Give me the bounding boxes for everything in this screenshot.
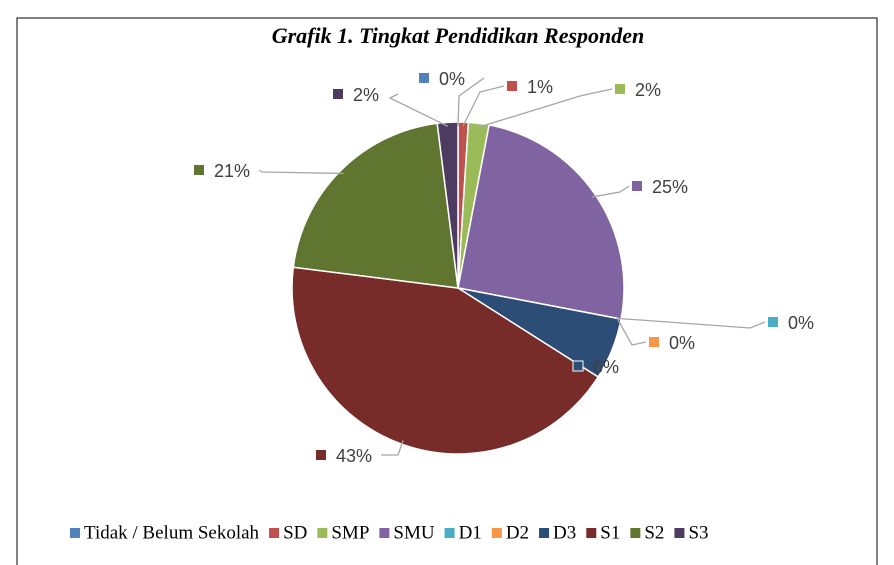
leader-line (462, 85, 505, 127)
label-marker (507, 81, 517, 91)
leader-line (388, 93, 449, 127)
legend-label: SMP (331, 522, 369, 543)
label-marker (194, 165, 204, 175)
label-marker (333, 89, 343, 99)
data-label: 1% (527, 77, 553, 97)
legend-label: D2 (506, 522, 529, 543)
leader-line (457, 77, 485, 127)
data-label: 21% (214, 161, 250, 181)
legend-label: SD (283, 522, 307, 543)
legend-marker (674, 528, 685, 538)
label-marker (316, 450, 326, 460)
data-label: 0% (669, 333, 695, 353)
data-label: 2% (635, 80, 661, 100)
leader-line (381, 440, 404, 456)
leader-line (616, 318, 647, 346)
legend-label: S2 (644, 522, 664, 543)
data-labels: 0% 1% 2% 25% 0% 0% 6% 43% 21% 2% (194, 69, 814, 466)
legend-marker (630, 528, 641, 538)
leader-line (591, 185, 630, 198)
data-label: 0% (788, 313, 814, 333)
chart-title: Grafik 1. Tingkat Pendidikan Responden (272, 23, 645, 48)
label-marker (632, 181, 642, 191)
legend-marker (317, 528, 328, 538)
legend-marker (539, 528, 550, 538)
legend-marker (586, 528, 597, 538)
leader-line (258, 169, 344, 175)
pie-slice (457, 124, 625, 320)
data-label: 25% (652, 177, 688, 197)
leader-line (617, 317, 766, 329)
legend-marker (444, 528, 455, 538)
legend-label: SMU (393, 522, 434, 543)
data-label: 2% (353, 85, 379, 105)
legend-marker (269, 528, 280, 538)
legend-marker (491, 528, 502, 538)
legend-marker (379, 528, 390, 538)
data-label: 6% (593, 357, 619, 377)
legend-marker (70, 528, 80, 538)
legend-label: D3 (553, 522, 576, 543)
pie (291, 121, 625, 455)
label-marker (419, 73, 429, 83)
label-marker (615, 84, 625, 94)
data-label: 0% (439, 69, 465, 89)
label-marker (768, 317, 778, 327)
label-marker (572, 360, 584, 372)
data-label: 43% (336, 446, 372, 466)
legend-label: S1 (600, 522, 620, 543)
legend-label: S3 (688, 522, 708, 543)
legend-label: D1 (459, 522, 482, 543)
pie-slice (292, 122, 459, 289)
label-marker (649, 337, 659, 347)
legend: Tidak / Belum Sekolah SD SMP SMU D1 D2 D3 S1 S2 S… (70, 522, 709, 543)
leader-line (478, 88, 613, 128)
legend-label: Tidak / Belum Sekolah (84, 522, 260, 543)
